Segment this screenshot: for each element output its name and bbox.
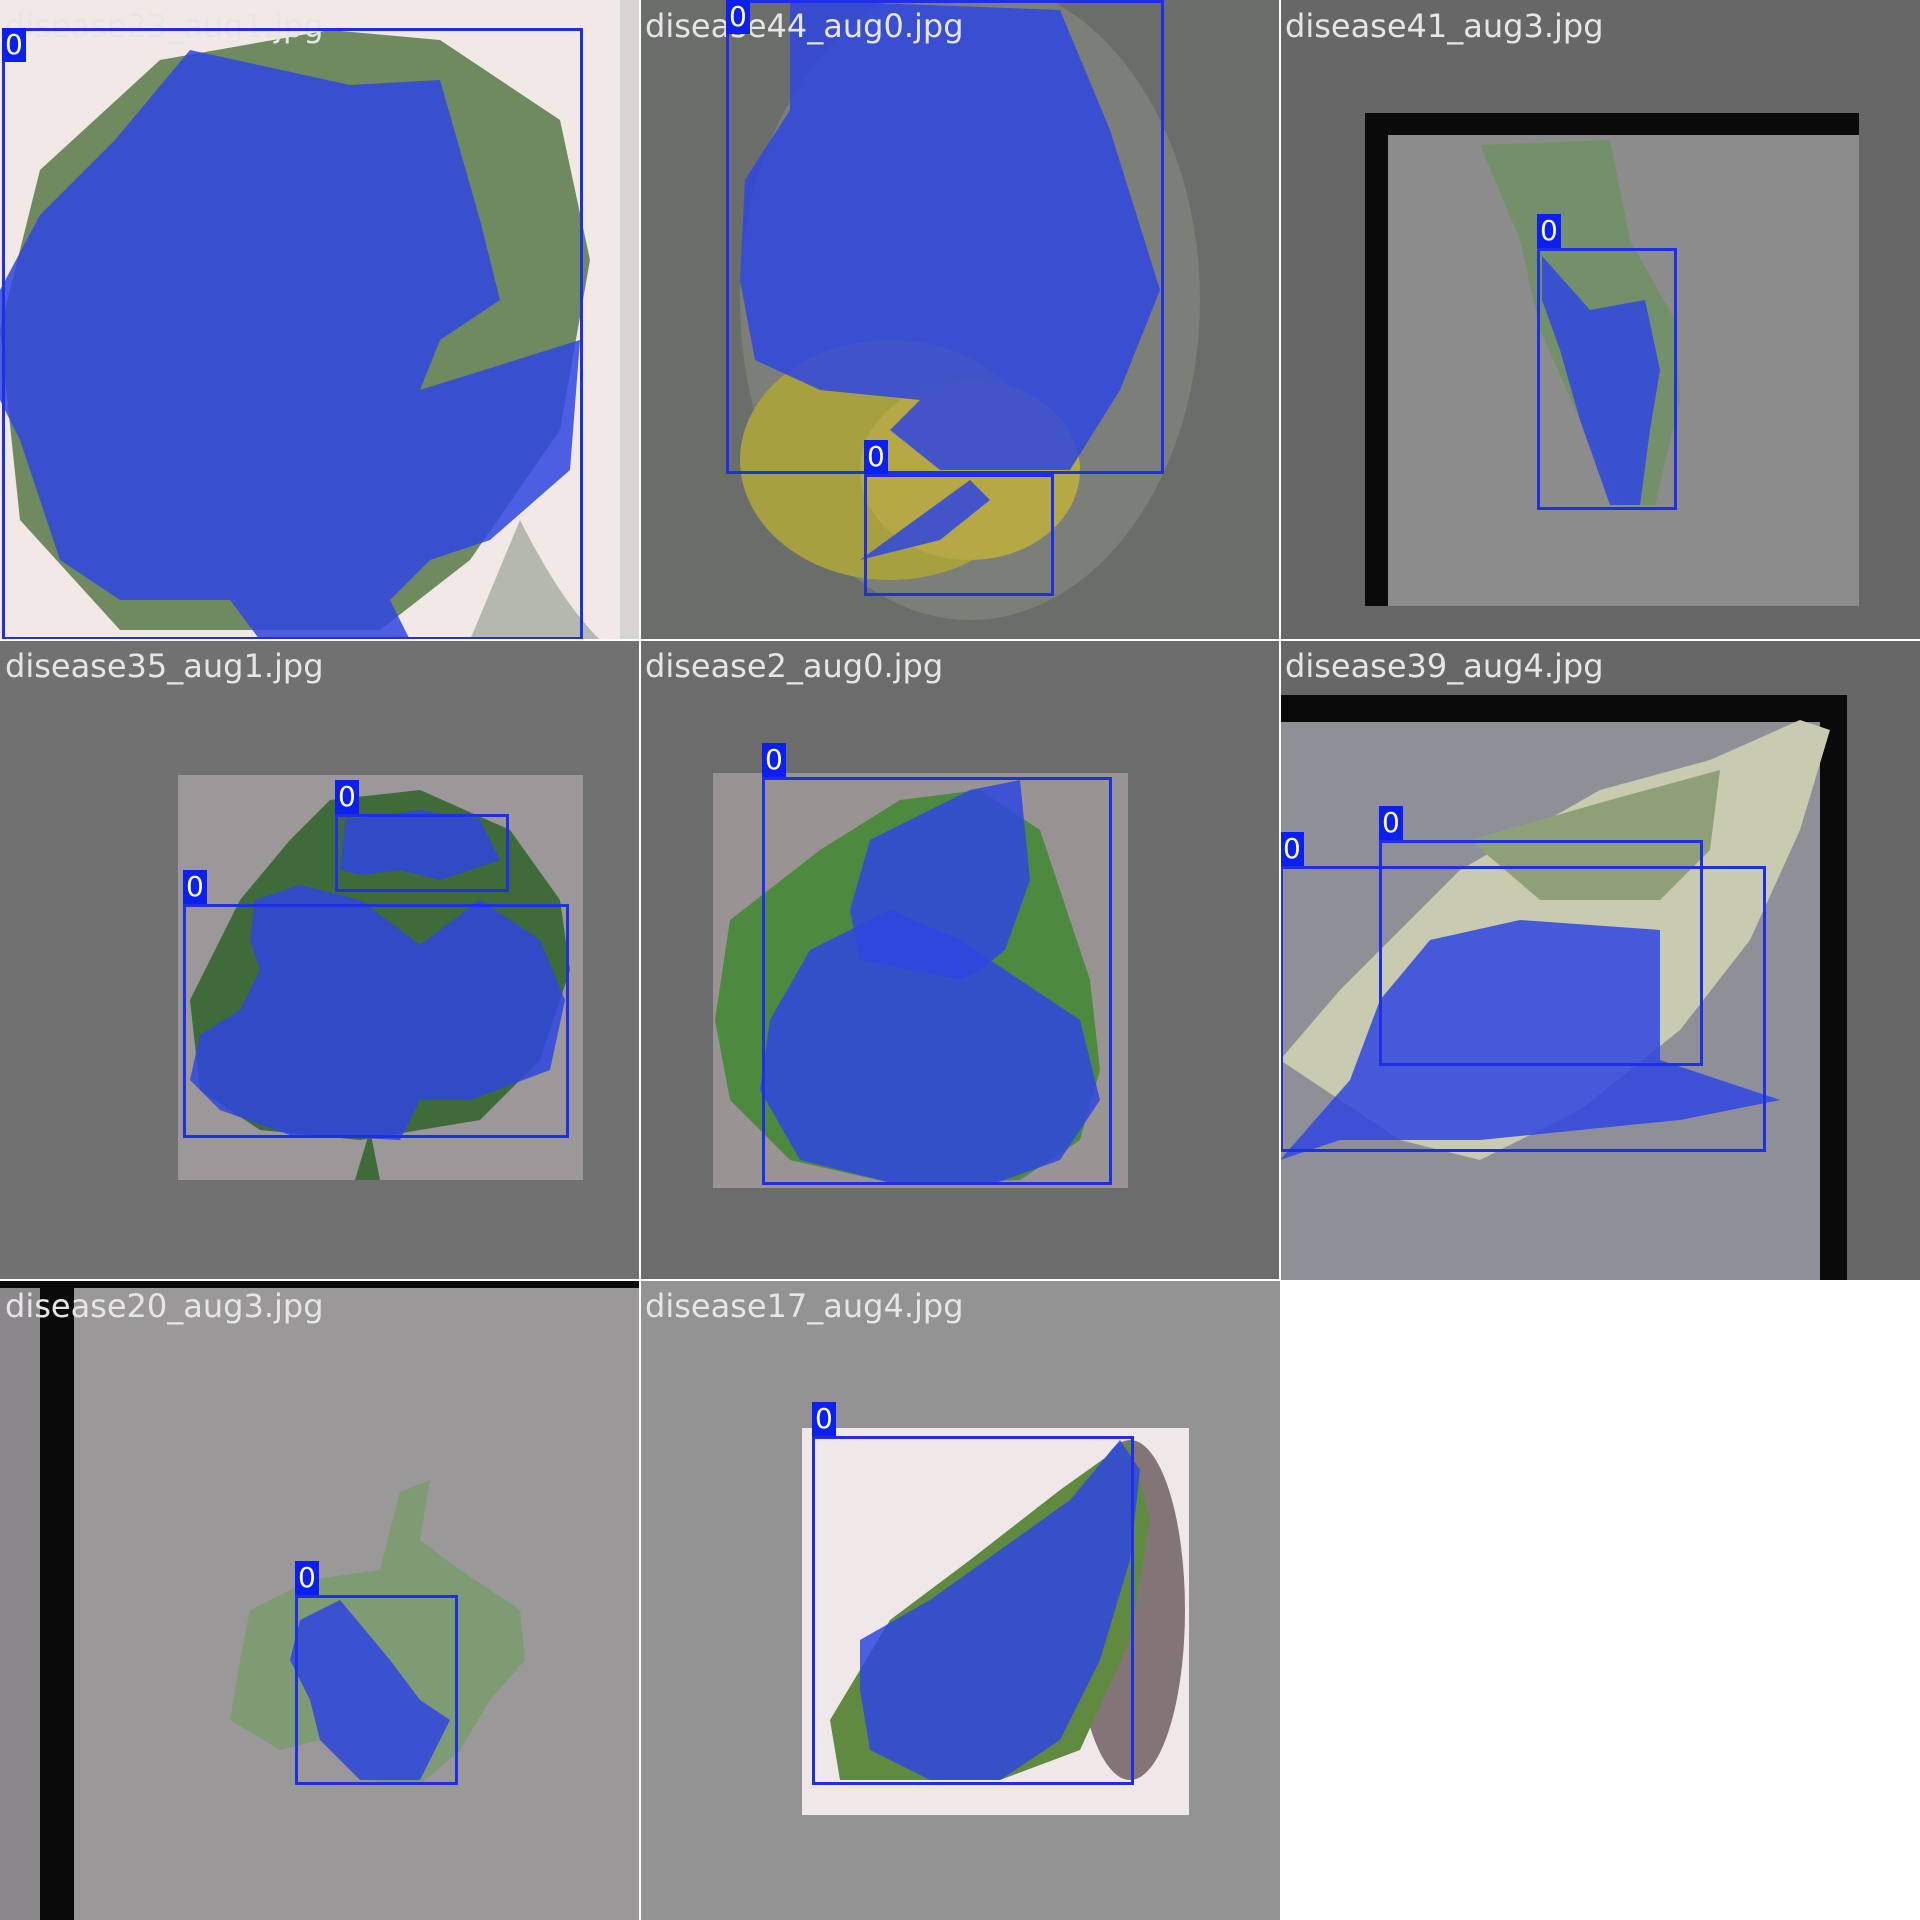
image-filename: disease39_aug4.jpg xyxy=(1285,647,1604,685)
class-label: 0 xyxy=(726,0,750,34)
leaf-photo xyxy=(1280,640,1920,1280)
image-filename: disease35_aug1.jpg xyxy=(5,647,324,685)
tile-disease35-aug1: disease35_aug1.jpg 0 0 xyxy=(0,640,640,1280)
image-filename: disease20_aug3.jpg xyxy=(5,1287,324,1325)
image-filename: disease41_aug3.jpg xyxy=(1285,7,1604,45)
class-label: 0 xyxy=(762,743,786,777)
detection-box xyxy=(1379,840,1703,1066)
class-label: 0 xyxy=(335,780,359,814)
class-label: 0 xyxy=(1280,832,1304,866)
tile-disease23-aug1: disease23_aug1.jpg 0 xyxy=(0,0,640,640)
class-label: 0 xyxy=(1379,806,1403,840)
detection-box xyxy=(726,0,1164,474)
tile-disease41-aug3: disease41_aug3.jpg 0 xyxy=(1280,0,1920,640)
tile-disease2-aug0: disease2_aug0.jpg 0 xyxy=(640,640,1280,1280)
class-label: 0 xyxy=(864,440,888,474)
detection-box xyxy=(335,814,509,892)
class-label: 0 xyxy=(2,28,26,62)
detection-box xyxy=(1537,248,1677,510)
class-label: 0 xyxy=(295,1561,319,1595)
image-filename: disease23_aug1.jpg xyxy=(5,7,324,45)
class-label: 0 xyxy=(1537,214,1561,248)
leaf-photo xyxy=(0,0,640,640)
detection-box xyxy=(183,904,569,1138)
image-filename: disease17_aug4.jpg xyxy=(645,1287,964,1325)
grid-separator xyxy=(0,639,1920,641)
tile-disease44-aug0: disease44_aug0.jpg 0 0 xyxy=(640,0,1280,640)
leaf-photo xyxy=(640,0,1280,640)
image-filename: disease2_aug0.jpg xyxy=(645,647,944,685)
empty-cell xyxy=(1280,1280,1920,1920)
detection-box xyxy=(2,28,583,640)
detection-box xyxy=(864,474,1054,596)
grid-separator xyxy=(0,1279,1280,1281)
tile-disease39-aug4: disease39_aug4.jpg 0 0 xyxy=(1280,640,1920,1280)
class-label: 0 xyxy=(812,1402,836,1436)
detection-box xyxy=(762,777,1112,1185)
tile-disease17-aug4: disease17_aug4.jpg 0 xyxy=(640,1280,1280,1920)
tile-disease20-aug3: disease20_aug3.jpg 0 xyxy=(0,1280,640,1920)
leaf-photo xyxy=(1280,0,1920,640)
leaf-photo xyxy=(0,640,640,1280)
leaf-photo xyxy=(0,1280,640,1920)
detection-box xyxy=(295,1595,458,1785)
leaf-photo xyxy=(640,1280,1280,1920)
image-filename: disease44_aug0.jpg xyxy=(645,7,964,45)
leaf-photo xyxy=(640,640,1280,1280)
class-label: 0 xyxy=(183,870,207,904)
grid-separator xyxy=(639,0,641,1920)
detection-box xyxy=(812,1436,1134,1785)
detection-box xyxy=(1280,866,1766,1152)
